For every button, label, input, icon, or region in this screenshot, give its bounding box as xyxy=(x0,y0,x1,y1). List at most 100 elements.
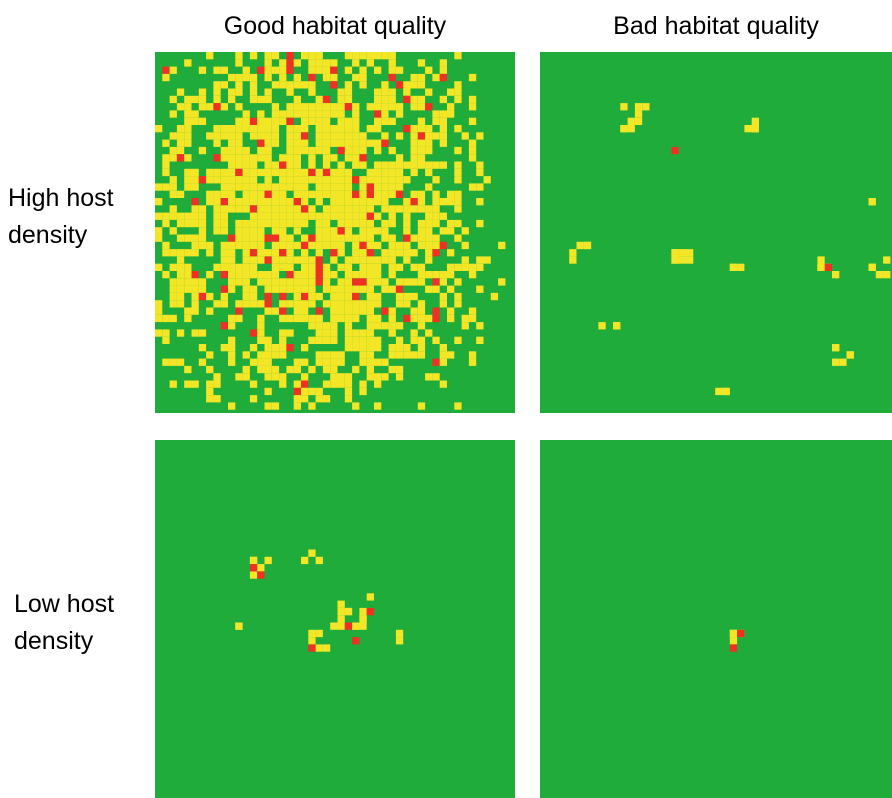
infected-cell xyxy=(374,402,382,410)
recent-infection-cell xyxy=(308,73,316,82)
infected-cell xyxy=(344,607,353,616)
infected-cell xyxy=(264,307,272,315)
infected-cell xyxy=(213,95,221,104)
infected-cell xyxy=(301,117,309,125)
infected-cell xyxy=(439,198,447,206)
infected-cell xyxy=(286,212,294,220)
infected-cell xyxy=(337,103,345,111)
infected-cell xyxy=(447,263,455,271)
infected-cell xyxy=(301,285,309,293)
infected-cell xyxy=(454,95,462,104)
infected-cell xyxy=(206,351,214,359)
infected-cell xyxy=(337,125,345,133)
infected-cell xyxy=(461,241,469,250)
infected-cell xyxy=(242,249,250,257)
recent-infection-cell xyxy=(301,292,309,301)
infected-cell xyxy=(381,285,389,293)
infected-cell xyxy=(337,307,345,315)
infected-cell xyxy=(301,168,309,177)
infected-cell xyxy=(337,615,345,623)
infected-cell xyxy=(184,95,192,104)
infected-cell xyxy=(576,241,584,250)
infected-cell xyxy=(366,241,374,250)
recent-infection-cell xyxy=(395,81,404,89)
infected-cell xyxy=(359,285,367,293)
infected-cell xyxy=(249,88,258,96)
infected-cell xyxy=(381,256,389,264)
infected-cell xyxy=(846,351,854,359)
infected-cell xyxy=(235,125,243,133)
infected-cell xyxy=(337,373,345,381)
infected-cell xyxy=(271,205,280,213)
infected-cell xyxy=(359,271,367,279)
infected-cell xyxy=(206,52,214,60)
infected-cell xyxy=(403,198,411,206)
infected-cell xyxy=(279,81,287,89)
infected-cell xyxy=(381,358,389,366)
infected-cell xyxy=(337,285,345,293)
recent-infection-cell xyxy=(366,607,374,616)
infected-cell xyxy=(308,103,316,111)
infected-cell xyxy=(686,249,694,257)
infected-cell xyxy=(468,146,477,155)
infected-cell xyxy=(395,205,404,213)
infected-cell xyxy=(264,358,272,366)
infected-cell xyxy=(374,373,382,381)
infected-cell xyxy=(308,176,316,184)
infected-cell xyxy=(213,125,221,133)
panel-good-habitat-low-density xyxy=(155,440,515,798)
infected-cell xyxy=(308,285,316,293)
infected-cell xyxy=(729,263,738,271)
infected-cell xyxy=(337,132,345,140)
infected-cell xyxy=(264,183,272,191)
infected-cell xyxy=(344,300,353,308)
infected-cell xyxy=(359,227,367,235)
infected-cell xyxy=(257,278,265,286)
infected-cell xyxy=(388,88,396,96)
infected-cell xyxy=(228,278,236,286)
recent-infection-cell xyxy=(432,278,440,286)
infected-cell xyxy=(374,117,382,125)
recent-infection-cell xyxy=(337,146,345,155)
infected-cell xyxy=(337,212,345,220)
infected-cell xyxy=(410,73,418,82)
infected-cell xyxy=(322,278,331,286)
infected-cell xyxy=(220,227,228,235)
infected-cell xyxy=(359,198,367,206)
infected-cell xyxy=(271,168,280,177)
infected-cell xyxy=(366,103,374,111)
infected-cell xyxy=(883,271,891,279)
infected-cell xyxy=(315,212,323,220)
infected-cell xyxy=(359,219,367,228)
infected-cell xyxy=(235,52,243,60)
infected-cell xyxy=(301,387,309,396)
recent-infection-cell xyxy=(432,307,440,315)
infected-cell xyxy=(395,176,404,184)
infected-cell xyxy=(337,358,345,366)
infected-cell xyxy=(417,336,426,344)
infected-cell xyxy=(257,314,265,323)
infected-cell xyxy=(191,205,199,213)
grid-background xyxy=(540,52,892,413)
infected-cell xyxy=(249,73,258,82)
infected-cell xyxy=(155,227,163,235)
infected-cell xyxy=(191,380,199,388)
infected-cell xyxy=(388,117,396,125)
infected-cell xyxy=(374,263,382,271)
infected-cell xyxy=(249,271,258,279)
infected-cell xyxy=(395,637,404,645)
infected-cell xyxy=(315,176,323,184)
infected-cell xyxy=(257,241,265,250)
infected-cell xyxy=(242,241,250,250)
infected-cell xyxy=(242,66,250,74)
infected-cell xyxy=(454,402,462,410)
infected-cell xyxy=(374,198,382,206)
infected-cell xyxy=(425,329,433,337)
infected-cell xyxy=(279,176,287,184)
infected-cell xyxy=(337,278,345,286)
infected-cell xyxy=(213,66,221,74)
infected-cell xyxy=(293,95,301,104)
infected-cell xyxy=(330,205,338,213)
infected-cell xyxy=(352,132,360,140)
infected-cell xyxy=(293,219,301,228)
